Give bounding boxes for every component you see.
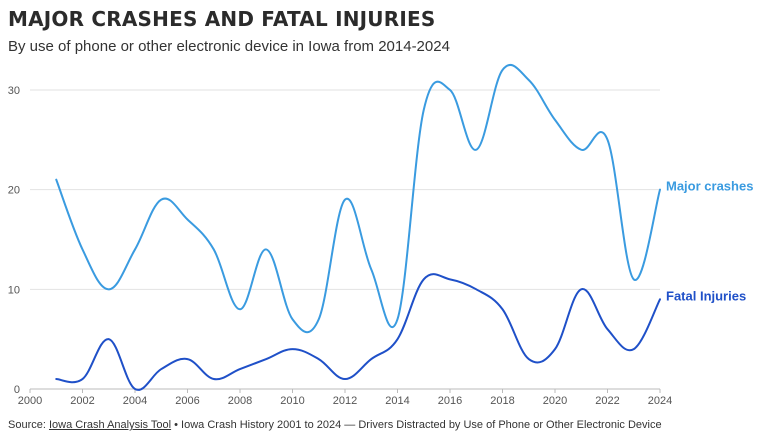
x-tick-label: 2012: [333, 395, 357, 407]
line-chart: 0 10 20 30 2000 2002 2004 2006 2008 2010 2012 2014 2…: [8, 64, 753, 407]
data-point-fatal-injuries: [264, 357, 269, 362]
data-point-fatal-injuries: [369, 357, 374, 362]
data-point-major-crashes: [658, 187, 663, 192]
chart-subtitle: By use of phone or other electronic devi…: [8, 38, 450, 55]
data-point-fatal-injuries: [448, 277, 453, 282]
data-point-major-crashes: [133, 247, 138, 252]
data-point-major-crashes: [54, 177, 59, 182]
data-point-major-crashes: [80, 247, 85, 252]
data-point-fatal-injuries: [421, 277, 426, 282]
y-tick-label: 0: [14, 384, 20, 396]
data-point-fatal-injuries: [526, 357, 531, 362]
source-prefix: Source:: [8, 419, 46, 431]
source-description: • Iowa Crash History 2001 to 2024 — Driv…: [174, 419, 662, 431]
x-tick-label: 2006: [175, 395, 199, 407]
x-tick-label: 2014: [385, 395, 409, 407]
data-point-fatal-injuries: [500, 307, 505, 312]
data-point-major-crashes: [316, 317, 321, 322]
data-point-fatal-injuries: [80, 377, 85, 382]
data-point-fatal-injuries: [290, 347, 295, 352]
data-point-major-crashes: [264, 247, 269, 252]
data-point-major-crashes: [526, 77, 531, 82]
series-line-major-crashes: [55, 64, 661, 334]
x-tick-label: 2000: [18, 395, 42, 407]
x-tick-label: 2002: [70, 395, 94, 407]
y-tick-label: 20: [8, 185, 20, 197]
data-point-major-crashes: [631, 277, 636, 282]
data-point-fatal-injuries: [474, 287, 479, 292]
data-point-fatal-injuries: [343, 377, 348, 382]
series-lines: [54, 64, 663, 392]
data-point-fatal-injuries: [553, 347, 558, 352]
data-point-major-crashes: [159, 197, 164, 202]
x-tick-label: 2008: [228, 395, 252, 407]
data-point-major-crashes: [553, 117, 558, 122]
x-tick-label: 2010: [280, 395, 304, 407]
data-point-fatal-injuries: [631, 347, 636, 352]
data-point-major-crashes: [395, 317, 400, 322]
x-tick-label: 2018: [490, 395, 514, 407]
data-point-major-crashes: [421, 107, 426, 112]
gridlines: [30, 89, 660, 290]
data-point-fatal-injuries: [395, 337, 400, 342]
data-point-fatal-injuries: [658, 297, 663, 302]
data-point-major-crashes: [579, 147, 584, 152]
data-point-fatal-injuries: [211, 377, 216, 382]
x-tick-label: 2020: [543, 395, 567, 407]
axes: 0 10 20 30 2000 2002 2004 2006 2008 2010 2012 2014 2…: [8, 85, 672, 407]
series-line-fatal-injuries: [55, 273, 661, 391]
data-point-fatal-injuries: [54, 377, 59, 382]
data-point-fatal-injuries: [579, 287, 584, 292]
data-point-fatal-injuries: [316, 357, 321, 362]
data-point-major-crashes: [474, 147, 479, 152]
data-point-major-crashes: [448, 87, 453, 92]
data-point-major-crashes: [211, 247, 216, 252]
source-note: Source: Iowa Crash Analysis Tool • Iowa …: [8, 419, 662, 431]
data-point-major-crashes: [238, 307, 243, 312]
data-point-fatal-injuries: [238, 367, 243, 372]
data-point-major-crashes: [185, 217, 190, 222]
data-point-fatal-injuries: [106, 337, 111, 342]
data-point-fatal-injuries: [185, 357, 190, 362]
data-point-major-crashes: [343, 197, 348, 202]
data-point-major-crashes: [369, 267, 374, 272]
data-point-major-crashes: [605, 137, 610, 142]
data-point-fatal-injuries: [159, 367, 164, 372]
chart-title: MAJOR CRASHES AND FATAL INJURIES: [8, 7, 436, 31]
x-tick-label: 2024: [648, 395, 672, 407]
source-link[interactable]: Iowa Crash Analysis Tool: [48, 419, 172, 431]
data-point-fatal-injuries: [605, 327, 610, 332]
x-tick-label: 2004: [123, 395, 147, 407]
y-tick-label: 10: [8, 284, 20, 296]
series-label-fatal-injuries: Fatal Injuries: [666, 288, 746, 303]
data-point-fatal-injuries: [133, 387, 138, 392]
data-point-major-crashes: [106, 287, 111, 292]
series-labels: Major crashes Fatal Injuries: [666, 179, 753, 304]
data-point-major-crashes: [500, 68, 505, 73]
data-point-major-crashes: [290, 317, 295, 322]
x-tick-label: 2016: [438, 395, 462, 407]
y-tick-label: 30: [8, 85, 20, 97]
series-label-major-crashes: Major crashes: [666, 179, 753, 194]
x-tick-label: 2022: [595, 395, 619, 407]
